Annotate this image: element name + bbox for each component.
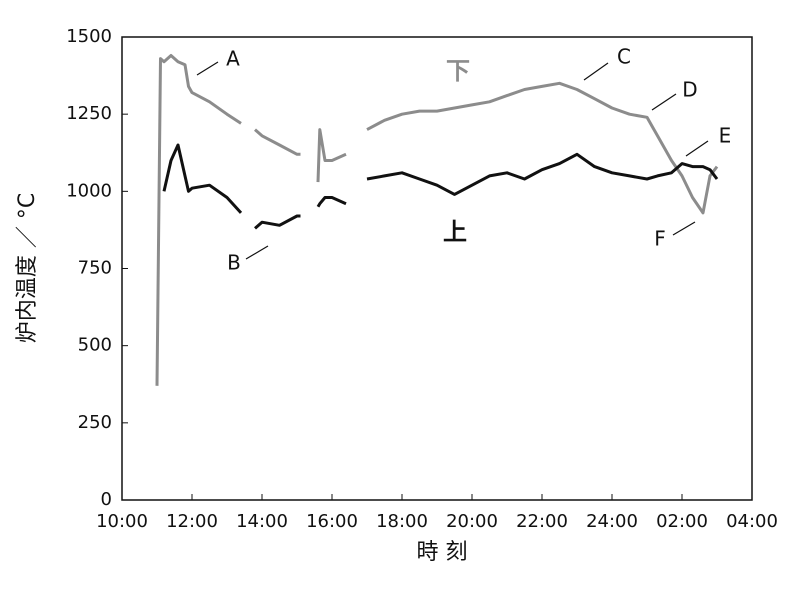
annotation: E bbox=[719, 124, 732, 148]
y-tick-label: 750 bbox=[78, 258, 112, 279]
series-label: 上 bbox=[443, 218, 467, 246]
x-tick-label: 02:00 bbox=[656, 511, 708, 532]
y-tick-label: 250 bbox=[78, 412, 112, 433]
y-tick-label: 500 bbox=[78, 335, 112, 356]
x-tick-label: 18:00 bbox=[376, 511, 428, 532]
series-line bbox=[155, 54, 719, 386]
series-line bbox=[162, 143, 719, 230]
x-tick-label: 12:00 bbox=[166, 511, 218, 532]
x-tick-label: 20:00 bbox=[446, 511, 498, 532]
x-tick-label: 04:00 bbox=[726, 511, 778, 532]
series-label: 下 bbox=[446, 57, 470, 85]
y-axis-label: 炉内温度 ／ °C bbox=[15, 193, 40, 343]
y-tick-label: 1000 bbox=[66, 180, 112, 201]
x-axis-label: 時 刻 bbox=[417, 540, 468, 565]
x-tick-label: 22:00 bbox=[516, 511, 568, 532]
x-tick-label: 16:00 bbox=[306, 511, 358, 532]
annotation: A bbox=[226, 47, 240, 71]
x-tick-label: 14:00 bbox=[236, 511, 288, 532]
x-tick-label: 24:00 bbox=[586, 511, 638, 532]
annotation: D bbox=[682, 78, 697, 102]
y-tick-label: 0 bbox=[101, 489, 112, 510]
x-tick-label: 10:00 bbox=[96, 511, 148, 532]
annotation: C bbox=[617, 45, 631, 69]
y-tick-label: 1500 bbox=[66, 26, 112, 47]
y-tick-label: 1250 bbox=[66, 103, 112, 124]
annotation-arrows bbox=[196, 61, 709, 260]
annotation: B bbox=[227, 251, 241, 275]
annotation: F bbox=[654, 227, 666, 251]
